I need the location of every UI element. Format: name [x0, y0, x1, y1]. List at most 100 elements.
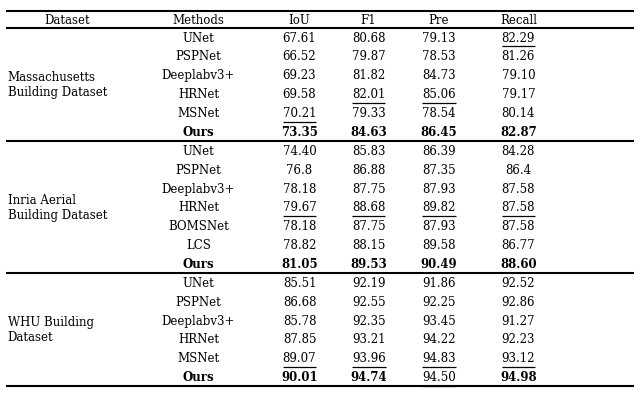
- Text: Ours: Ours: [182, 126, 214, 139]
- Text: 92.23: 92.23: [502, 333, 535, 346]
- Text: 85.78: 85.78: [283, 314, 316, 327]
- Text: 86.39: 86.39: [422, 144, 456, 157]
- Text: 85.83: 85.83: [352, 144, 385, 157]
- Text: 92.19: 92.19: [352, 276, 385, 289]
- Text: 79.67: 79.67: [283, 201, 316, 214]
- Text: 87.75: 87.75: [352, 182, 385, 195]
- Text: 76.8: 76.8: [287, 163, 312, 176]
- Text: HRNet: HRNet: [178, 333, 219, 346]
- Text: 87.93: 87.93: [422, 182, 456, 195]
- Text: Inria Aerial
Building Dataset: Inria Aerial Building Dataset: [8, 193, 107, 221]
- Text: 66.52: 66.52: [283, 50, 316, 63]
- Text: 84.28: 84.28: [502, 144, 535, 157]
- Text: Pre: Pre: [429, 14, 449, 27]
- Text: 90.01: 90.01: [281, 370, 318, 383]
- Text: F1: F1: [361, 14, 376, 27]
- Text: 94.83: 94.83: [422, 351, 456, 364]
- Text: UNet: UNet: [182, 144, 214, 157]
- Text: MSNet: MSNet: [177, 107, 220, 120]
- Text: 86.88: 86.88: [352, 163, 385, 176]
- Text: 87.85: 87.85: [283, 333, 316, 346]
- Text: 92.86: 92.86: [502, 295, 535, 308]
- Text: 69.23: 69.23: [283, 69, 316, 82]
- Text: PSPNet: PSPNet: [175, 295, 221, 308]
- Text: Massachusetts
Building Dataset: Massachusetts Building Dataset: [8, 71, 107, 99]
- Text: Ours: Ours: [182, 257, 214, 270]
- Text: 93.12: 93.12: [502, 351, 535, 364]
- Text: 89.53: 89.53: [350, 257, 387, 270]
- Text: 78.54: 78.54: [422, 107, 456, 120]
- Text: 89.58: 89.58: [422, 238, 456, 252]
- Text: Methods: Methods: [172, 14, 225, 27]
- Text: 86.4: 86.4: [506, 163, 531, 176]
- Text: 70.21: 70.21: [283, 107, 316, 120]
- Text: 79.33: 79.33: [352, 107, 385, 120]
- Text: WHU Building
Dataset: WHU Building Dataset: [8, 316, 93, 344]
- Text: 85.51: 85.51: [283, 276, 316, 289]
- Text: 82.29: 82.29: [502, 31, 535, 45]
- Text: HRNet: HRNet: [178, 201, 219, 214]
- Text: 92.55: 92.55: [352, 295, 385, 308]
- Text: 86.45: 86.45: [420, 126, 458, 139]
- Text: 73.35: 73.35: [281, 126, 318, 139]
- Text: 85.06: 85.06: [422, 88, 456, 101]
- Text: 81.26: 81.26: [502, 50, 535, 63]
- Text: 79.13: 79.13: [422, 31, 456, 45]
- Text: 74.40: 74.40: [283, 144, 316, 157]
- Text: LCS: LCS: [186, 238, 211, 252]
- Text: 82.87: 82.87: [500, 126, 537, 139]
- Text: UNet: UNet: [182, 31, 214, 45]
- Text: HRNet: HRNet: [178, 88, 219, 101]
- Text: 92.35: 92.35: [352, 314, 385, 327]
- Text: 87.58: 87.58: [502, 182, 535, 195]
- Text: 87.93: 87.93: [422, 220, 456, 233]
- Text: 87.58: 87.58: [502, 220, 535, 233]
- Text: 91.86: 91.86: [422, 276, 456, 289]
- Text: Dataset: Dataset: [44, 14, 90, 27]
- Text: 92.52: 92.52: [502, 276, 535, 289]
- Text: 79.17: 79.17: [502, 88, 535, 101]
- Text: 88.68: 88.68: [352, 201, 385, 214]
- Text: 89.07: 89.07: [283, 351, 316, 364]
- Text: 86.68: 86.68: [283, 295, 316, 308]
- Text: Ours: Ours: [182, 370, 214, 383]
- Text: 81.05: 81.05: [281, 257, 318, 270]
- Text: 79.10: 79.10: [502, 69, 535, 82]
- Text: 88.15: 88.15: [352, 238, 385, 252]
- Text: MSNet: MSNet: [177, 351, 220, 364]
- Text: Deeplabv3+: Deeplabv3+: [162, 69, 235, 82]
- Text: 87.35: 87.35: [422, 163, 456, 176]
- Text: 94.22: 94.22: [422, 333, 456, 346]
- Text: 78.82: 78.82: [283, 238, 316, 252]
- Text: 94.98: 94.98: [500, 370, 537, 383]
- Text: Recall: Recall: [500, 14, 537, 27]
- Text: 89.82: 89.82: [422, 201, 456, 214]
- Text: 84.73: 84.73: [422, 69, 456, 82]
- Text: 94.50: 94.50: [422, 370, 456, 383]
- Text: 84.63: 84.63: [350, 126, 387, 139]
- Text: 91.27: 91.27: [502, 314, 535, 327]
- Text: 93.45: 93.45: [422, 314, 456, 327]
- Text: 87.58: 87.58: [502, 201, 535, 214]
- Text: 81.82: 81.82: [352, 69, 385, 82]
- Text: 78.53: 78.53: [422, 50, 456, 63]
- Text: PSPNet: PSPNet: [175, 50, 221, 63]
- Text: 78.18: 78.18: [283, 182, 316, 195]
- Text: 79.87: 79.87: [352, 50, 385, 63]
- Text: 80.14: 80.14: [502, 107, 535, 120]
- Text: 93.96: 93.96: [352, 351, 385, 364]
- Text: 67.61: 67.61: [283, 31, 316, 45]
- Text: PSPNet: PSPNet: [175, 163, 221, 176]
- Text: 82.01: 82.01: [352, 88, 385, 101]
- Text: 78.18: 78.18: [283, 220, 316, 233]
- Text: UNet: UNet: [182, 276, 214, 289]
- Text: Deeplabv3+: Deeplabv3+: [162, 314, 235, 327]
- Text: 93.21: 93.21: [352, 333, 385, 346]
- Text: 90.49: 90.49: [420, 257, 458, 270]
- Text: 69.58: 69.58: [283, 88, 316, 101]
- Text: 86.77: 86.77: [502, 238, 535, 252]
- Text: Deeplabv3+: Deeplabv3+: [162, 182, 235, 195]
- Text: 94.74: 94.74: [350, 370, 387, 383]
- Text: 88.60: 88.60: [500, 257, 537, 270]
- Text: IoU: IoU: [289, 14, 310, 27]
